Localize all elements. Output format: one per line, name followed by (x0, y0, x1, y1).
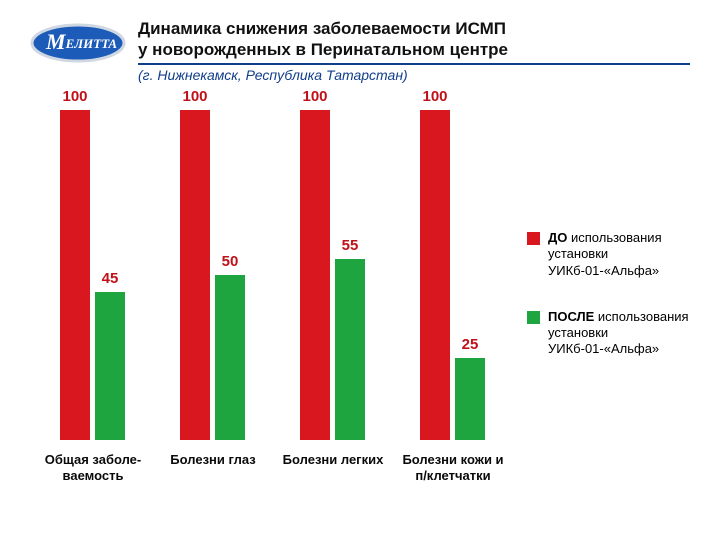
legend: ДО использования установки УИКб-01-«Альф… (527, 230, 702, 388)
bar-before: 100 (60, 110, 90, 440)
xlabel: Болезни глаз (158, 452, 268, 468)
bar-value-label: 45 (95, 270, 125, 287)
legend-item: ПОСЛЕ использования установки УИКб-01-«А… (527, 309, 702, 358)
bar-before: 100 (300, 110, 330, 440)
xlabel: Болезни легких (278, 452, 388, 468)
melitta-logo: МЕЛИТТА (30, 22, 126, 64)
bar-after: 55 (335, 259, 365, 441)
bar-value-label: 50 (215, 253, 245, 270)
legend-item: ДО использования установки УИКб-01-«Альф… (527, 230, 702, 279)
legend-swatch (527, 311, 540, 324)
chart: 10045Общая заболе-ваемость10050Болезни г… (40, 110, 520, 510)
bar-value-label: 100 (60, 88, 90, 105)
bar-after: 45 (95, 292, 125, 441)
bar-after: 50 (215, 275, 245, 440)
legend-text: ПОСЛЕ использования установки УИКб-01-«А… (548, 309, 702, 358)
xlabel: Общая заболе-ваемость (38, 452, 148, 483)
bar-value-label: 100 (420, 88, 450, 105)
bar-value-label: 55 (335, 237, 365, 254)
subtitle: (г. Нижнекамск, Республика Татарстан) (138, 67, 690, 83)
title-line2: у новорожденных в Перинатальном центре (138, 40, 508, 59)
title-block: Динамика снижения заболеваемости ИСМП у … (138, 18, 690, 83)
bar-before: 100 (420, 110, 450, 440)
legend-text: ДО использования установки УИКб-01-«Альф… (548, 230, 702, 279)
header: МЕЛИТТА Динамика снижения заболеваемости… (0, 0, 720, 91)
title-line1: Динамика снижения заболеваемости ИСМП (138, 19, 506, 38)
bar-after: 25 (455, 358, 485, 441)
bar-before: 100 (180, 110, 210, 440)
chart-plot: 10045Общая заболе-ваемость10050Болезни г… (40, 110, 520, 440)
legend-swatch (527, 232, 540, 245)
bar-value-label: 100 (300, 88, 330, 105)
bar-value-label: 100 (180, 88, 210, 105)
bar-value-label: 25 (455, 336, 485, 353)
xlabel: Болезни кожи и п/клетчатки (398, 452, 508, 483)
page-title: Динамика снижения заболеваемости ИСМП у … (138, 18, 690, 65)
